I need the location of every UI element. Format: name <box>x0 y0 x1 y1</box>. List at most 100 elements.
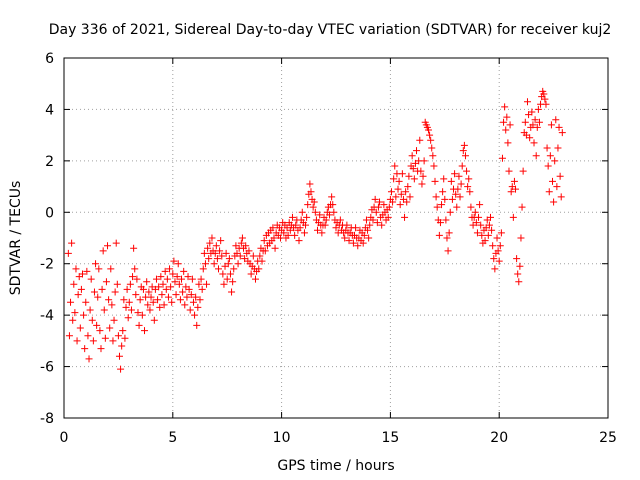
data-point <box>81 345 89 353</box>
data-point <box>453 203 461 211</box>
data-point <box>98 285 106 293</box>
data-point <box>496 242 504 250</box>
data-point <box>486 213 494 221</box>
data-point <box>94 293 102 301</box>
data-point <box>295 237 303 245</box>
data-point <box>472 219 480 227</box>
data-point <box>391 162 399 170</box>
data-point <box>131 265 139 273</box>
data-point <box>533 123 541 131</box>
data-point <box>553 183 561 191</box>
data-point <box>530 139 538 147</box>
data-point <box>457 180 465 188</box>
data-point <box>80 311 88 319</box>
data-point <box>519 167 527 175</box>
data-point <box>171 278 179 286</box>
data-point <box>118 342 126 350</box>
data-point <box>410 175 418 183</box>
data-point <box>200 249 208 257</box>
data-point <box>191 311 199 319</box>
data-point <box>159 280 167 288</box>
data-point <box>477 221 485 229</box>
data-point <box>456 193 464 201</box>
data-point <box>445 229 453 237</box>
data-point <box>189 298 197 306</box>
data-point <box>201 260 209 268</box>
data-point <box>448 195 456 203</box>
y-axis: -8 -6 -4 -2 0 2 4 6 <box>40 51 608 427</box>
data-point <box>120 296 128 304</box>
data-point <box>458 162 466 170</box>
data-point <box>269 224 277 232</box>
data-point <box>352 224 360 232</box>
data-point <box>540 90 548 98</box>
data-point <box>558 129 566 137</box>
data-point <box>476 201 484 209</box>
data-point <box>401 213 409 221</box>
data-point <box>186 306 194 314</box>
y-tick-label: 4 <box>45 102 54 118</box>
chart-title: Day 336 of 2021, Sidereal Day-to-day VTE… <box>49 22 612 38</box>
data-point <box>208 234 216 242</box>
data-point <box>309 203 317 211</box>
data-point <box>144 301 152 309</box>
data-point <box>419 172 427 180</box>
data-point <box>336 216 344 224</box>
data-point <box>194 303 202 311</box>
x-tick-label: 25 <box>599 430 617 446</box>
data-point <box>523 98 531 106</box>
data-point <box>83 267 91 275</box>
x-tick-label: 15 <box>381 430 399 446</box>
data-point <box>70 280 78 288</box>
data-point <box>380 201 388 209</box>
data-point <box>459 147 467 155</box>
data-point <box>543 144 551 152</box>
data-point <box>85 355 93 363</box>
data-point <box>481 237 489 245</box>
data-point <box>192 293 200 301</box>
data-point <box>280 229 288 237</box>
data-point <box>493 234 501 242</box>
data-point <box>371 195 379 203</box>
data-point <box>270 234 278 242</box>
data-point <box>545 188 553 196</box>
data-point <box>284 231 292 239</box>
data-point <box>413 147 421 155</box>
data-point <box>473 229 481 237</box>
data-point <box>471 208 479 216</box>
data-point <box>82 298 90 306</box>
data-point <box>127 306 135 314</box>
data-point <box>430 162 438 170</box>
data-point <box>505 167 513 175</box>
data-point <box>219 270 227 278</box>
data-point <box>218 252 226 260</box>
data-point <box>226 270 234 278</box>
data-point <box>396 201 404 209</box>
data-point <box>464 183 472 191</box>
data-point <box>359 239 367 247</box>
data-point <box>420 157 428 165</box>
data-point <box>237 239 245 247</box>
data-point <box>132 291 140 299</box>
data-point <box>193 321 201 329</box>
y-tick-label: 2 <box>45 154 54 170</box>
data-point <box>292 221 300 229</box>
data-point <box>385 203 393 211</box>
data-point <box>446 208 454 216</box>
data-point <box>72 265 80 273</box>
data-point <box>183 293 191 301</box>
data-point <box>206 239 214 247</box>
data-point <box>95 265 103 273</box>
data-point <box>204 244 212 252</box>
data-point <box>554 144 562 152</box>
data-point <box>310 198 318 206</box>
data-point <box>402 188 410 196</box>
data-point <box>90 288 98 296</box>
x-tick-label: 5 <box>168 430 177 446</box>
data-point <box>451 170 459 178</box>
data-point <box>93 321 101 329</box>
data-point <box>115 352 123 360</box>
data-point <box>249 252 257 260</box>
data-point <box>188 275 196 283</box>
